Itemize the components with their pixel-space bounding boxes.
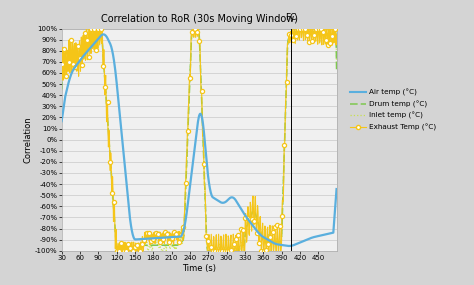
Y-axis label: Correlation: Correlation [23, 116, 32, 163]
Title: Correlation to RoR (30s Moving Window): Correlation to RoR (30s Moving Window) [100, 14, 298, 24]
Text: FC: FC [285, 13, 296, 22]
Legend: Air temp (°C), Drum temp (°C), Inlet temp (°C), Exhaust Temp (°C): Air temp (°C), Drum temp (°C), Inlet tem… [348, 88, 438, 133]
X-axis label: Time (s): Time (s) [182, 264, 216, 273]
